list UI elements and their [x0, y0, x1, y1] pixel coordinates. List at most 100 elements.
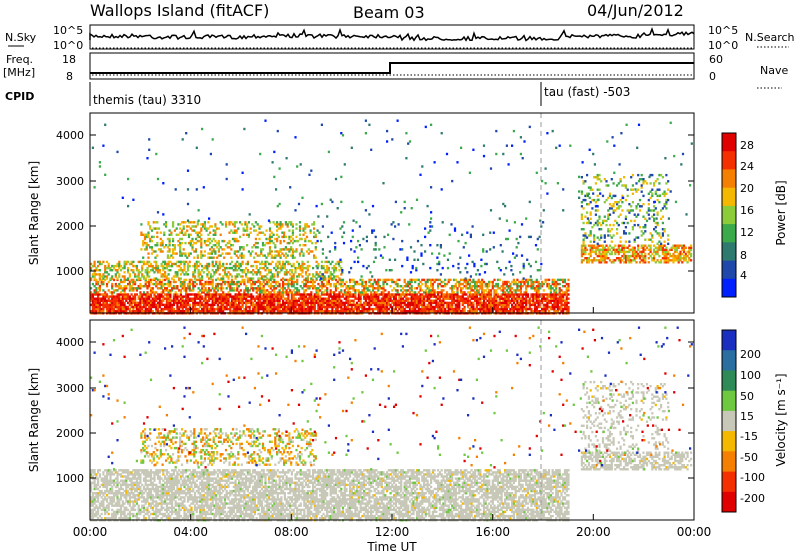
power-echo [502, 291, 505, 294]
power-echo [640, 252, 643, 256]
power-echo [489, 307, 493, 311]
power-echo [665, 261, 668, 264]
power-echo [219, 254, 222, 257]
power-echo [204, 301, 207, 305]
power-echo [474, 299, 477, 302]
power-echo [285, 299, 288, 302]
power-echo [610, 246, 613, 249]
power-echo [104, 295, 107, 298]
power-echo [551, 303, 554, 307]
power-echo [556, 307, 559, 311]
power-echo [165, 305, 168, 309]
power-echo [172, 301, 175, 305]
power-echo [160, 295, 163, 298]
power-echo [370, 297, 373, 300]
power-echo [484, 289, 487, 292]
power-echo [218, 264, 221, 268]
power-echo [191, 248, 194, 251]
power-echo [546, 295, 549, 298]
power-echo [439, 244, 442, 247]
power-echo [507, 285, 510, 288]
power-echo [660, 261, 663, 264]
power-echo [229, 303, 232, 307]
power-echo [201, 278, 204, 282]
power-echo [286, 254, 289, 257]
power-echo [465, 278, 468, 282]
power-echo [528, 301, 531, 305]
power-echo [245, 266, 248, 270]
power-echo [230, 278, 234, 282]
power-echo [302, 233, 305, 236]
power-echo [336, 260, 339, 264]
power-echo [616, 248, 619, 251]
power-echo [359, 305, 362, 309]
power-echo [292, 273, 295, 276]
power-echo [146, 271, 149, 274]
power-echo [178, 310, 181, 313]
power-echo [130, 260, 133, 264]
power-echo [299, 295, 302, 298]
power-echo [349, 310, 352, 313]
power-echo [537, 299, 540, 302]
power-echo [219, 221, 222, 224]
power-echo [91, 264, 94, 268]
power-echo [450, 223, 453, 226]
power-echo [160, 307, 163, 311]
power-echo [567, 293, 570, 296]
power-echo [319, 285, 322, 288]
power-echo [431, 278, 434, 282]
power-echo [456, 299, 459, 302]
power-echo [196, 223, 199, 226]
power-echo [91, 275, 94, 278]
power-echo [230, 244, 233, 247]
power-echo [442, 305, 445, 309]
power-echo [334, 301, 338, 305]
power-echo [91, 307, 94, 311]
power-echo [260, 291, 264, 294]
power-echo [266, 260, 269, 264]
power-echo [591, 244, 594, 247]
power-echo [123, 266, 126, 270]
power-echo [171, 289, 174, 292]
power-echo [114, 264, 117, 268]
power-echo [387, 293, 390, 296]
power-echo [262, 293, 265, 296]
power-echo [343, 307, 346, 311]
power-echo [430, 303, 433, 307]
power-echo [289, 299, 292, 302]
power-echo [280, 291, 283, 294]
power-echo [228, 231, 231, 234]
power-echo [229, 273, 232, 276]
power-echo [193, 266, 197, 270]
power-echo [511, 291, 514, 294]
power-echo [333, 295, 336, 298]
power-echo [274, 223, 277, 226]
cpid-mode-1: themis (tau) 3310 [93, 93, 201, 107]
power-echo [90, 287, 93, 290]
power-echo [567, 287, 570, 290]
power-echo [435, 278, 438, 282]
power-echo [125, 293, 128, 296]
power-echo [409, 271, 413, 274]
power-echo [327, 278, 330, 282]
power-echo [384, 289, 387, 292]
power-echo [130, 305, 133, 309]
power-echo [227, 303, 230, 307]
power-echo [225, 273, 228, 276]
power-echo [206, 291, 209, 294]
power-echo [215, 295, 218, 298]
power-echo [280, 310, 283, 313]
power-echo [123, 297, 126, 300]
power-echo [386, 305, 389, 309]
power-echo [217, 241, 220, 245]
power-echo [296, 303, 299, 307]
power-echo [523, 307, 526, 311]
power-echo [465, 287, 468, 290]
power-echo [563, 278, 567, 282]
power-echo [463, 307, 466, 311]
power-echo [408, 278, 412, 282]
power-echo [322, 264, 325, 268]
power-echo [102, 282, 105, 286]
power-echo [147, 244, 150, 247]
power-echo [116, 277, 119, 280]
